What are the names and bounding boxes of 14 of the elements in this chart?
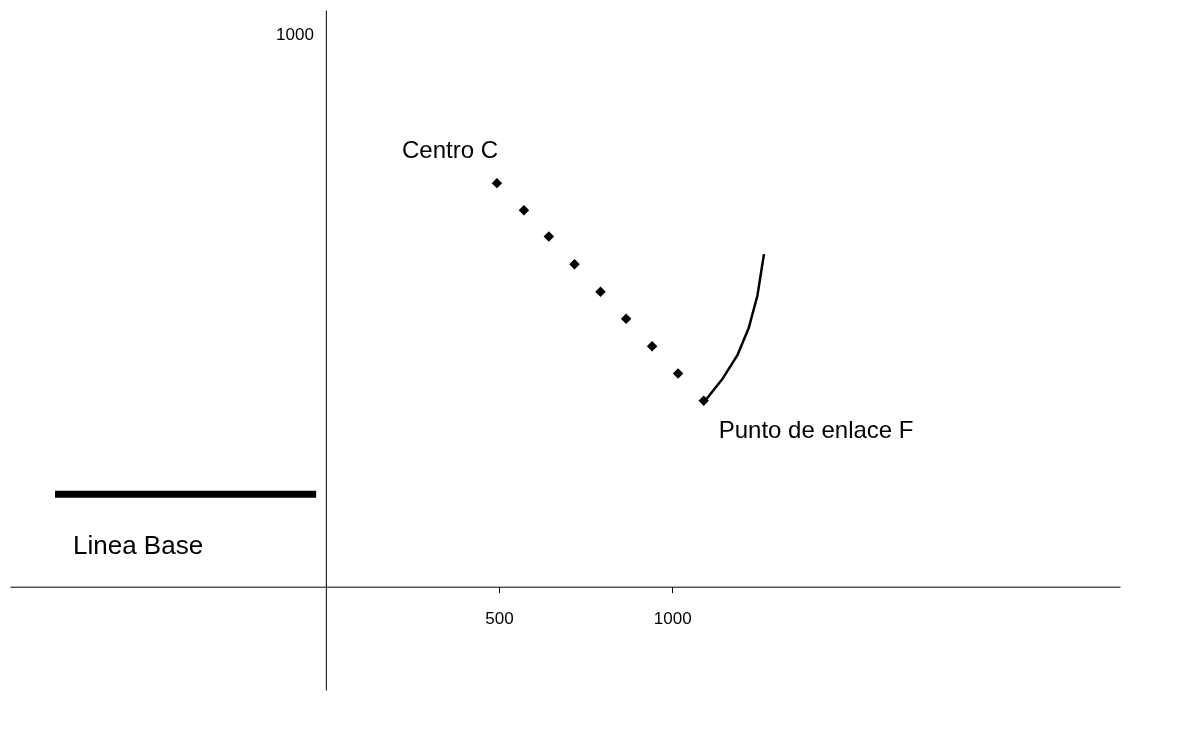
annotation: Linea Base — [73, 530, 204, 561]
text: 1000 — [276, 25, 314, 44]
point — [595, 286, 606, 297]
point — [672, 368, 684, 379]
annotation: Punto de enlace F — [718, 415, 914, 443]
point — [569, 259, 580, 270]
point — [518, 204, 530, 216]
point — [543, 231, 555, 242]
point — [620, 313, 632, 324]
x-tick-label: 500 — [485, 609, 514, 629]
point — [491, 177, 503, 189]
point — [698, 395, 709, 406]
annotation: Centro C — [401, 136, 498, 164]
point — [646, 340, 658, 352]
